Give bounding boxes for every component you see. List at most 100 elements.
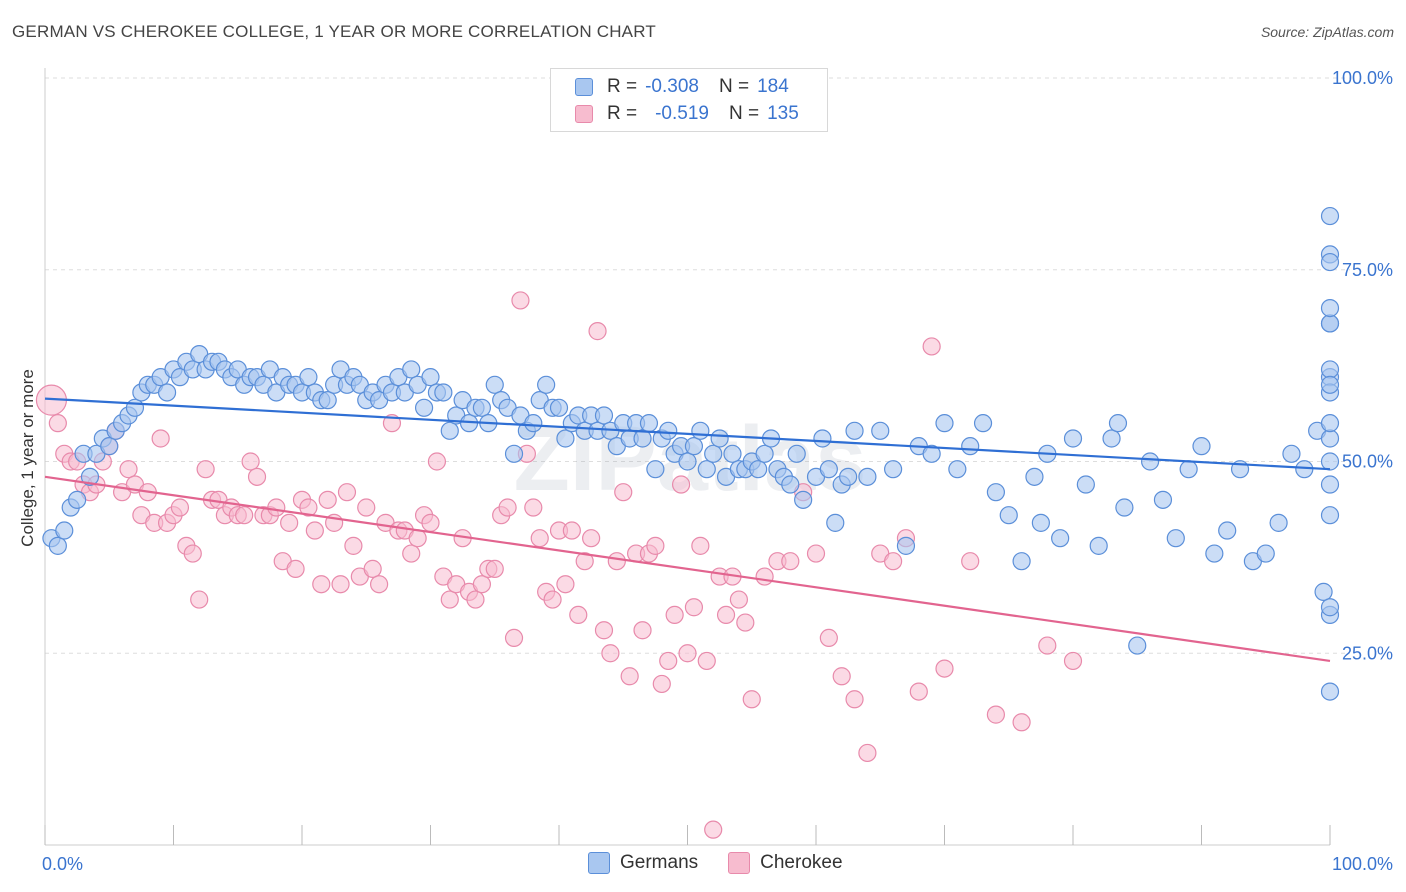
germans-point — [1128, 636, 1147, 655]
cherokee-point — [1038, 636, 1057, 655]
germans-point — [1256, 544, 1275, 563]
cherokee-point — [305, 521, 324, 540]
cherokee-point — [909, 682, 928, 701]
germans-point — [1115, 498, 1134, 517]
cherokee-point — [440, 590, 459, 609]
germans-point — [787, 444, 806, 463]
germans-point — [845, 421, 864, 440]
cherokee-point — [402, 544, 421, 563]
germans-point — [524, 414, 543, 433]
n-value-cherokee: 135 — [767, 103, 799, 124]
germans-point — [781, 475, 800, 494]
cherokee-point — [504, 628, 524, 648]
cherokee-point — [48, 414, 67, 433]
germans-point — [299, 368, 318, 387]
germans-point — [839, 467, 858, 486]
cherokee-point — [845, 690, 864, 709]
y-axis-label: College, 1 year or more — [18, 369, 37, 547]
germans-point — [1320, 314, 1340, 333]
cherokee-point — [633, 621, 652, 640]
cherokee-point — [1063, 651, 1083, 671]
germans-point — [935, 414, 954, 433]
cherokee-point — [691, 536, 710, 555]
germans-point — [1205, 544, 1224, 563]
germans-point — [1153, 490, 1173, 509]
germans-point — [1025, 467, 1044, 486]
cherokee-point — [267, 498, 286, 517]
cherokee-swatch — [575, 105, 593, 123]
cherokee-point — [370, 575, 389, 594]
germans-point — [1102, 429, 1121, 448]
cherokee-point — [466, 590, 485, 609]
germans-point — [659, 421, 678, 440]
germans-point — [1012, 552, 1031, 571]
germans-point — [440, 421, 459, 440]
cherokee-point — [883, 552, 903, 571]
cherokee-point — [344, 536, 363, 555]
cherokee-point — [183, 544, 202, 563]
cherokee-point — [755, 567, 774, 586]
cherokee-point — [704, 820, 723, 839]
cherokee-point — [151, 429, 170, 448]
cherokee-point — [858, 743, 877, 763]
germans-point — [1320, 375, 1340, 394]
stats-legend: R = -0.308 N = 184 R = -0.519 N = 135 — [550, 68, 828, 132]
germans-point — [157, 383, 177, 402]
legend-label-cherokee: Cherokee — [760, 852, 843, 873]
cherokee-point — [170, 498, 190, 517]
cherokee-point — [485, 559, 504, 578]
germans-point — [485, 375, 504, 394]
cherokee-point — [614, 483, 633, 502]
cherokee-point — [806, 544, 826, 563]
cherokee-point — [556, 575, 575, 594]
axes — [44, 68, 1331, 846]
germans-point — [318, 391, 337, 410]
cherokee-point — [119, 460, 138, 479]
germans-point — [1320, 475, 1340, 494]
cherokee-point — [781, 552, 800, 571]
cherokee-point — [588, 322, 607, 341]
legend-item-cherokee: Cherokee — [728, 852, 843, 874]
cherokee-point — [299, 498, 318, 517]
cherokee-point — [286, 559, 305, 578]
germans-point — [1031, 513, 1050, 532]
germans-point — [48, 536, 67, 555]
germans-point — [1320, 452, 1340, 471]
cherokee-point — [331, 575, 350, 594]
germans-point — [794, 490, 813, 509]
cherokee-point — [697, 651, 716, 671]
germans-point — [948, 460, 967, 479]
cherokee-point — [569, 605, 588, 625]
germans-point — [1282, 444, 1301, 463]
cherokee-point — [318, 490, 337, 509]
cherokee-point — [524, 498, 543, 517]
germans-point — [723, 444, 742, 463]
cherokee-point — [408, 529, 427, 548]
germans-point — [961, 437, 980, 456]
cherokee-point — [716, 605, 736, 625]
cherokee-legend-swatch — [728, 852, 751, 874]
germans-point — [1320, 252, 1340, 272]
germans-point — [646, 460, 665, 479]
n-label: N = — [718, 76, 750, 97]
cherokee-point — [241, 452, 260, 471]
germans-point — [896, 536, 916, 555]
germans-point — [999, 506, 1018, 525]
germans-point — [1108, 414, 1128, 433]
cherokee-point — [363, 559, 382, 578]
chart-title: GERMAN VS CHEROKEE COLLEGE, 1 YEAR OR MO… — [12, 22, 656, 41]
cherokee-point — [543, 590, 562, 609]
germans-points — [42, 206, 1340, 701]
germans-point — [826, 513, 845, 532]
germans-point — [100, 437, 119, 456]
cherokee-point — [646, 536, 665, 555]
cherokee-point — [427, 452, 447, 471]
germans-point — [1320, 299, 1340, 318]
germans-point — [819, 460, 838, 479]
germans-point — [1089, 536, 1108, 555]
x-tick-label: 0.0% — [42, 854, 83, 874]
germans-point — [80, 467, 100, 486]
germans-point — [633, 429, 652, 448]
cherokee-point — [190, 590, 209, 609]
